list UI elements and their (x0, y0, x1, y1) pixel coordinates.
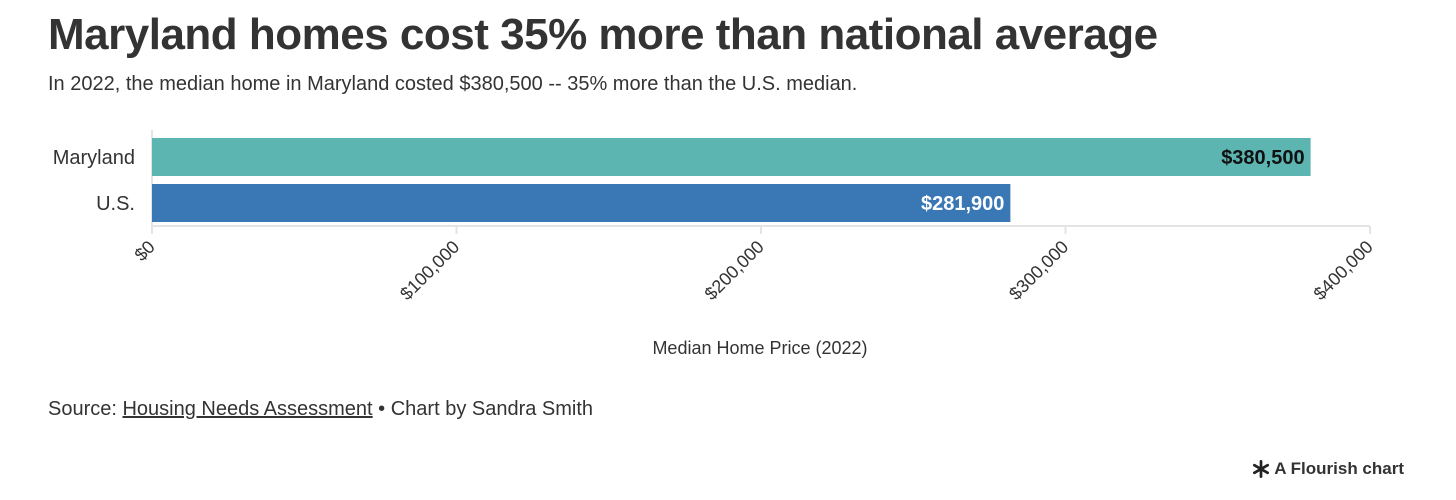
category-label: Maryland (53, 147, 135, 169)
flourish-credit-text: A Flourish chart (1274, 459, 1404, 478)
x-tick-label: $300,000 (1005, 237, 1072, 304)
source-link[interactable]: Housing Needs Assessment (122, 398, 373, 420)
bar-value-label: $380,500 (1221, 147, 1304, 169)
x-tick-label: $100,000 (396, 237, 463, 304)
x-axis-title: Median Home Price (2022) (652, 338, 867, 358)
chart-subtitle: In 2022, the median home in Maryland cos… (48, 73, 858, 95)
source-line: Source: Housing Needs Assessment • Chart… (48, 398, 593, 421)
chart-title: Maryland homes cost 35% more than nation… (48, 10, 1158, 59)
x-tick-label: $0 (131, 237, 159, 265)
flourish-credit[interactable]: A Flourish chart (1252, 459, 1404, 479)
bar-chart: $380,500 $281,900 Maryland U.S. $0 $100,000… (53, 130, 1377, 358)
category-label: U.S. (96, 193, 135, 215)
source-suffix: • Chart by Sandra Smith (372, 398, 594, 420)
flourish-asterisk-icon (1253, 460, 1270, 478)
bar[interactable] (152, 184, 1011, 222)
x-tick-label: $200,000 (701, 237, 768, 304)
source-prefix: Source: (48, 398, 123, 420)
x-tick-label: $400,000 (1310, 237, 1377, 304)
bar[interactable] (152, 138, 1311, 176)
bar-value-label: $281,900 (921, 193, 1004, 215)
